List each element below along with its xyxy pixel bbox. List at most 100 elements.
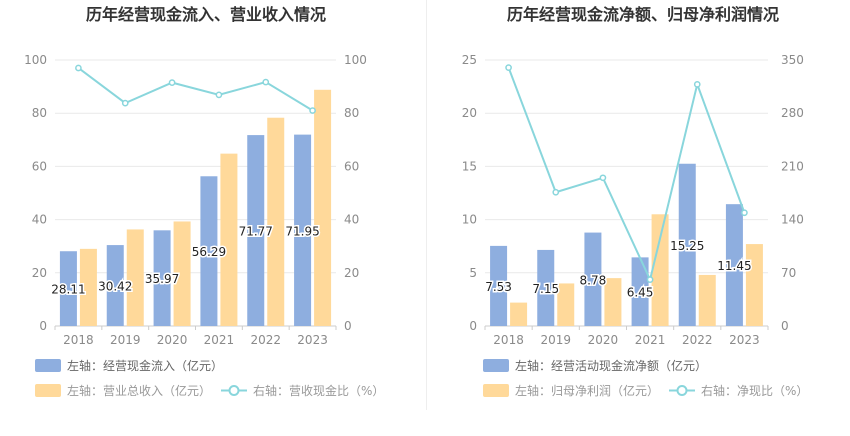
bar-data-label: 11.45 (717, 259, 751, 273)
bar-primary (490, 245, 508, 326)
right-axis-tick-label: 20 (344, 266, 359, 280)
line-point (505, 64, 512, 71)
right-axis-tick-label: 0 (344, 319, 352, 333)
left-axis-tick-label: 20 (32, 266, 47, 280)
legend-label: 右轴：净现比（%） (701, 383, 808, 398)
bar-primary (678, 163, 696, 326)
chart-legend: 左轴：经营现金流入（亿元） 左轴：营业总收入（亿元） 右轴：营收现金比（%） (35, 358, 384, 398)
right-axis-tick-label: 0 (781, 319, 789, 333)
line-point (693, 80, 701, 88)
legend-swatch-bar (35, 359, 61, 372)
bar-secondary (604, 278, 622, 326)
legend-swatch-bar (483, 384, 509, 397)
left-axis-tick-label: 10 (462, 213, 477, 227)
legend-swatch-marker (676, 385, 688, 396)
left-axis-tick-label: 20 (462, 106, 477, 120)
left-axis-tick-label: 15 (462, 159, 477, 173)
legend-swatch-bar (35, 384, 61, 397)
chart-panel-2: 历年经营现金流净额、归母净利润情况 0 0 5 70 10 140 15 210 20 280 25 3… (462, 5, 809, 398)
series-line (77, 67, 314, 112)
line-point (552, 188, 560, 196)
bar-data-label: 56.29 (192, 245, 226, 259)
series-line (507, 67, 746, 283)
bar-primary (725, 204, 743, 326)
right-axis-tick-label: 60 (344, 159, 359, 173)
right-axis-tick-label: 280 (781, 106, 804, 120)
bar-primary (106, 245, 124, 326)
bar-primary (153, 230, 171, 326)
chart-legend: 左轴：经营活动现金流净额（亿元） 左轴：归母净利润（亿元） 右轴：净现比（%） (483, 358, 808, 398)
bar-data-label: 35.97 (145, 272, 179, 286)
legend-label: 右轴：营收现金比（%） (253, 383, 384, 398)
bar-secondary (651, 214, 669, 326)
line-point (121, 99, 129, 107)
legend-label: 左轴：经营活动现金流净额（亿元） (515, 358, 707, 373)
bar-primary (537, 249, 555, 326)
left-axis-tick-label: 80 (32, 106, 47, 120)
left-axis-tick-label: 60 (32, 159, 47, 173)
x-axis-tick-label: 2021 (204, 333, 235, 347)
bar-data-label: 7.15 (532, 282, 559, 296)
bar-secondary (698, 274, 716, 326)
x-axis-tick-label: 2019 (110, 333, 141, 347)
x-axis-tick-label: 2022 (250, 333, 281, 347)
line-point (741, 209, 748, 217)
bar-primary (247, 135, 265, 326)
x-axis-tick-label: 2018 (63, 333, 94, 347)
legend-swatch-marker (228, 385, 240, 396)
right-axis-tick-label: 350 (781, 53, 804, 67)
x-axis-tick-label: 2023 (729, 333, 760, 347)
left-axis-tick-label: 0 (469, 319, 477, 333)
bar-primary (200, 176, 218, 326)
bar-data-label: 30.42 (98, 280, 132, 294)
bar-secondary (314, 89, 332, 327)
x-axis-tick-label: 2023 (297, 333, 328, 347)
x-axis-tick-label: 2020 (157, 333, 188, 347)
line-point (215, 91, 223, 99)
bar-secondary (173, 221, 191, 326)
right-axis-tick-label: 40 (344, 213, 359, 227)
bar-data-label: 71.95 (285, 224, 319, 238)
line-point (75, 64, 82, 72)
line-point (599, 174, 607, 182)
left-axis-tick-label: 40 (32, 213, 47, 227)
right-axis-tick-label: 210 (781, 159, 804, 173)
legend-label: 左轴：经营现金流入（亿元） (67, 358, 223, 373)
right-axis-tick-label: 100 (344, 53, 367, 67)
bar-secondary (267, 117, 285, 326)
chart-title: 历年经营现金流净额、归母净利润情况 (507, 5, 779, 24)
line-point (646, 276, 654, 283)
right-axis-tick-label: 70 (781, 266, 796, 280)
right-axis-tick-label: 140 (781, 213, 804, 227)
panel-divider (426, 0, 427, 410)
left-axis-tick-label: 100 (24, 53, 47, 67)
line-point (168, 79, 176, 86)
bar-data-label: 7.53 (485, 280, 512, 294)
legend-label: 左轴：归母净利润（亿元） (515, 383, 659, 398)
line-point (262, 78, 270, 86)
bar-data-label: 28.11 (51, 283, 85, 297)
bar-data-label: 71.77 (239, 225, 273, 239)
bar-secondary (745, 244, 763, 326)
bar-primary (631, 257, 649, 326)
legend-label: 左轴：营业总收入（亿元） (67, 383, 211, 398)
bar-secondary (557, 283, 575, 326)
left-axis-tick-label: 0 (39, 319, 47, 333)
bar-data-label: 8.78 (580, 273, 607, 287)
bar-secondary (79, 248, 97, 326)
bar-data-label: 6.45 (627, 286, 654, 300)
bar-secondary (220, 153, 238, 326)
bar-data-label: 15.25 (670, 239, 704, 253)
x-axis-tick-label: 2020 (588, 333, 619, 347)
bar-secondary (510, 302, 528, 326)
bar-secondary (126, 229, 144, 326)
x-axis-tick-label: 2022 (682, 333, 713, 347)
line-point (309, 107, 316, 114)
bar-primary (59, 251, 77, 326)
right-axis-tick-label: 80 (344, 106, 359, 120)
left-axis-tick-label: 25 (462, 53, 477, 67)
left-axis-tick-label: 5 (469, 266, 477, 280)
chart-title: 历年经营现金流入、营业收入情况 (86, 5, 326, 24)
